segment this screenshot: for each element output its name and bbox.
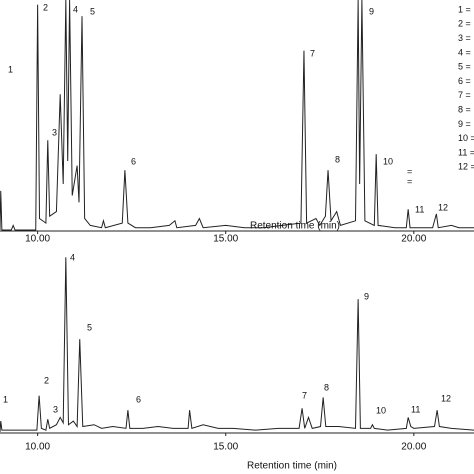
peak-label: 6 xyxy=(136,394,141,404)
peak-label: 8 xyxy=(324,382,329,392)
peak-label: 8 xyxy=(335,154,340,164)
peak-label: 10 xyxy=(383,156,393,166)
peak-label: 12 xyxy=(438,202,448,212)
peak-label: 3 xyxy=(52,127,57,137)
legend-entry: 2 = xyxy=(458,19,471,29)
x-tick-label: 10.00 xyxy=(25,442,50,453)
peak-label: 9 xyxy=(369,6,374,16)
peak-label: 4 xyxy=(73,4,78,14)
legend-entry: 7 = xyxy=(458,90,471,100)
peak-label: 3 xyxy=(53,404,58,414)
x-tick-label: 15.00 xyxy=(213,234,238,245)
legend-entry: 11 = xyxy=(458,147,474,157)
trace xyxy=(0,0,474,231)
peak-label: 11 xyxy=(415,204,424,214)
x-tick-label: 20.00 xyxy=(401,442,426,453)
legend-entry: 1 = xyxy=(458,4,471,14)
peak-label: 6 xyxy=(131,156,136,166)
peak-label: 5 xyxy=(90,6,95,16)
legend-entry: 3 = xyxy=(458,33,471,43)
legend-entry: 12 = xyxy=(458,162,474,172)
x-axis-label: Retention time (min) xyxy=(250,221,340,232)
x-tick-label: 15.00 xyxy=(213,442,238,453)
extra-label: = xyxy=(407,176,412,186)
legend-entry: 6 = xyxy=(458,76,471,86)
legend-entry: 4 = xyxy=(458,47,471,57)
peak-label: 11 xyxy=(411,404,420,414)
x-tick-label: 10.00 xyxy=(25,234,50,245)
x-axis-label: Retention time (min) xyxy=(247,461,337,472)
peak-label: 2 xyxy=(43,2,48,12)
peak-label: 7 xyxy=(310,48,315,58)
peak-label: 12 xyxy=(441,393,451,403)
legend-entry: 10 = xyxy=(458,133,474,143)
peak-label: 1 xyxy=(3,394,8,404)
trace xyxy=(0,257,474,433)
peak-label: 5 xyxy=(87,322,92,332)
peak-label: 7 xyxy=(302,390,307,400)
legend-entry: 5 = xyxy=(458,62,471,72)
x-tick-label: 20.00 xyxy=(401,234,426,245)
peak-label: 2 xyxy=(44,375,49,385)
legend-entry: 9 = xyxy=(458,119,471,129)
peak-label: 9 xyxy=(364,291,369,301)
peak-label: 10 xyxy=(376,405,386,415)
peak-label: 1 xyxy=(8,64,13,74)
extra-label: = xyxy=(407,166,412,176)
legend-entry: 8 = xyxy=(458,104,471,114)
peak-label: 4 xyxy=(70,252,75,262)
